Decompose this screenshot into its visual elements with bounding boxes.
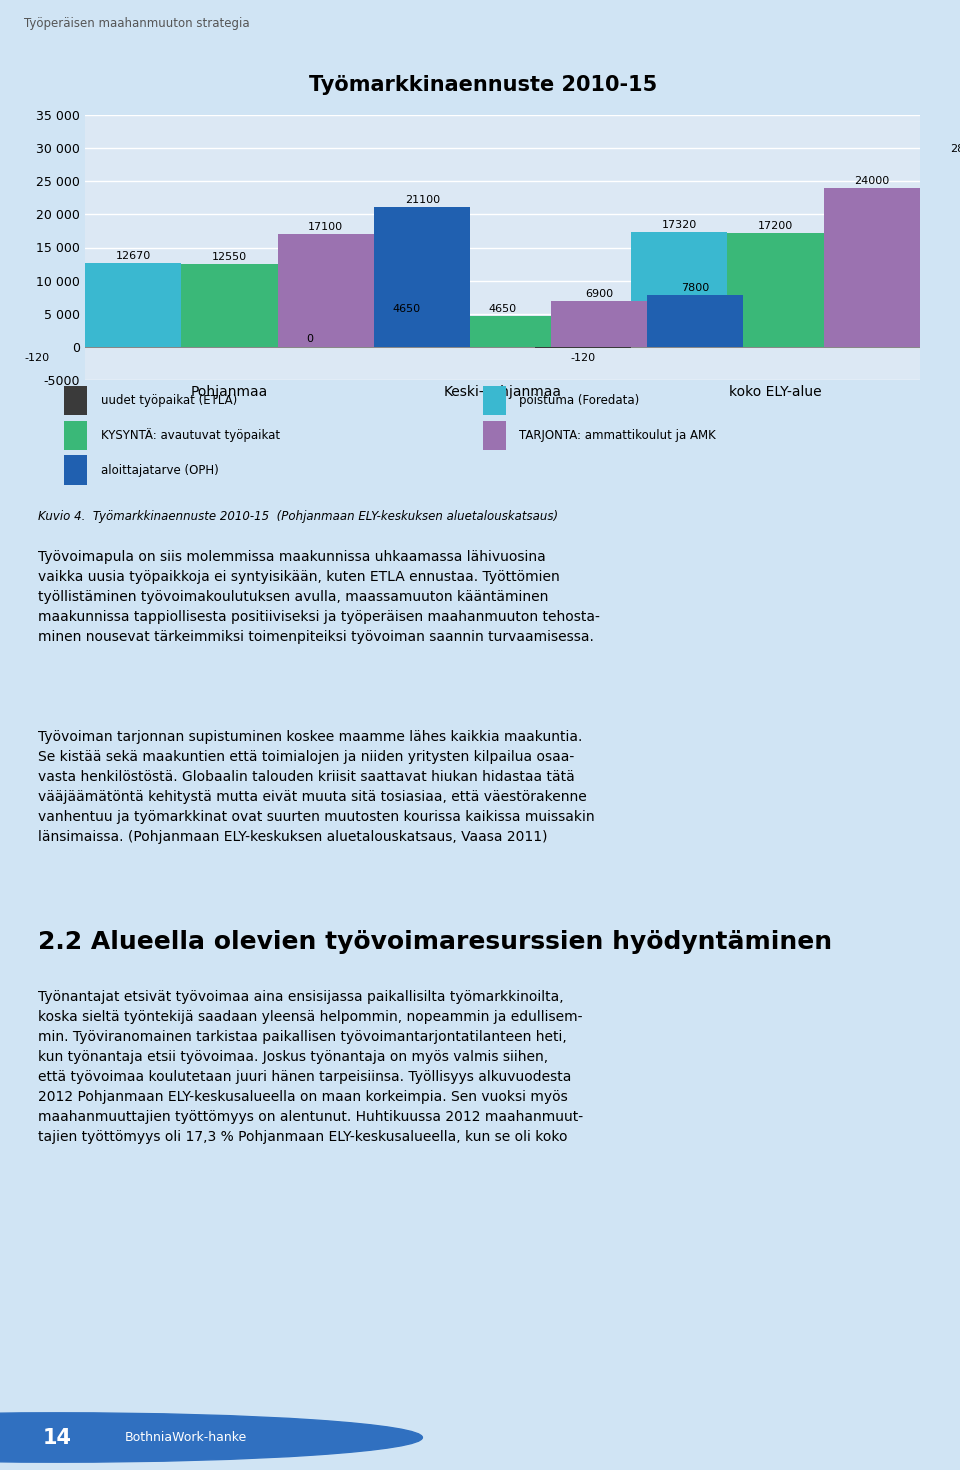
Bar (728, 232, 824, 347)
Text: TARJONTA: ammattikoulut ja AMK: TARJONTA: ammattikoulut ja AMK (519, 429, 716, 442)
Text: 17100: 17100 (308, 222, 344, 232)
Circle shape (0, 1413, 422, 1463)
Text: 12550: 12550 (212, 251, 247, 262)
Text: Työperäisen maahanmuuton strategia: Työperäisen maahanmuuton strategia (24, 18, 250, 31)
Text: 12670: 12670 (115, 251, 151, 262)
Bar (483, 387, 506, 416)
Bar (824, 188, 920, 347)
Text: aloittajatarve (OPH): aloittajatarve (OPH) (101, 463, 219, 476)
Text: 24000: 24000 (854, 176, 890, 187)
Text: 17200: 17200 (757, 220, 793, 231)
Text: 28900: 28900 (950, 144, 960, 153)
Text: 0: 0 (306, 334, 313, 344)
Text: Työvoiman tarjonnan supistuminen koskee maamme lähes kaikkia maakuntia.
Se kistä: Työvoiman tarjonnan supistuminen koskee … (38, 731, 595, 844)
Bar (358, 316, 454, 347)
Text: Työmarkkinaennuste 2010-15: Työmarkkinaennuste 2010-15 (309, 75, 658, 96)
Bar (64, 456, 87, 485)
Text: 21100: 21100 (405, 196, 440, 206)
Bar (551, 301, 647, 347)
Text: uudet työpaikat (ETLA): uudet työpaikat (ETLA) (101, 394, 237, 407)
Text: 14: 14 (43, 1427, 72, 1448)
Bar (181, 263, 277, 347)
Text: -120: -120 (570, 353, 595, 363)
Text: BothniaWork-hanke: BothniaWork-hanke (125, 1430, 247, 1444)
Bar (454, 316, 551, 347)
Text: 7800: 7800 (681, 284, 709, 294)
Bar (277, 234, 374, 347)
Bar (374, 207, 470, 347)
Text: 4650: 4650 (392, 304, 420, 315)
Text: 17320: 17320 (661, 220, 697, 231)
Text: Työnantajat etsivät työvoimaa aina ensisijassa paikallisilta työmarkkinoilta,
ko: Työnantajat etsivät työvoimaa aina ensis… (38, 989, 584, 1144)
Text: 2.2 Alueella olevien työvoimaresurssien hyödyntäminen: 2.2 Alueella olevien työvoimaresurssien … (38, 931, 832, 954)
Text: Työvoimapula on siis molemmissa maakunnissa uhkaamassa lähivuosina
vaikka uusia : Työvoimapula on siis molemmissa maakunni… (38, 550, 600, 644)
Bar (647, 295, 743, 347)
Text: -120: -120 (24, 353, 49, 363)
Bar (64, 387, 87, 416)
Bar (920, 156, 960, 347)
Bar (85, 263, 181, 347)
Bar (483, 420, 506, 450)
Text: 6900: 6900 (585, 290, 612, 300)
Bar (631, 232, 728, 347)
Text: 4650: 4650 (489, 304, 516, 315)
Bar (64, 420, 87, 450)
Text: poistuma (Foredata): poistuma (Foredata) (519, 394, 639, 407)
Text: Kuvio 4.  Työmarkkinaennuste 2010-15  (Pohjanmaan ELY-keskuksen aluetalouskatsau: Kuvio 4. Työmarkkinaennuste 2010-15 (Poh… (38, 510, 559, 523)
Text: KYSYNTÄ: avautuvat työpaikat: KYSYNTÄ: avautuvat työpaikat (101, 428, 280, 442)
